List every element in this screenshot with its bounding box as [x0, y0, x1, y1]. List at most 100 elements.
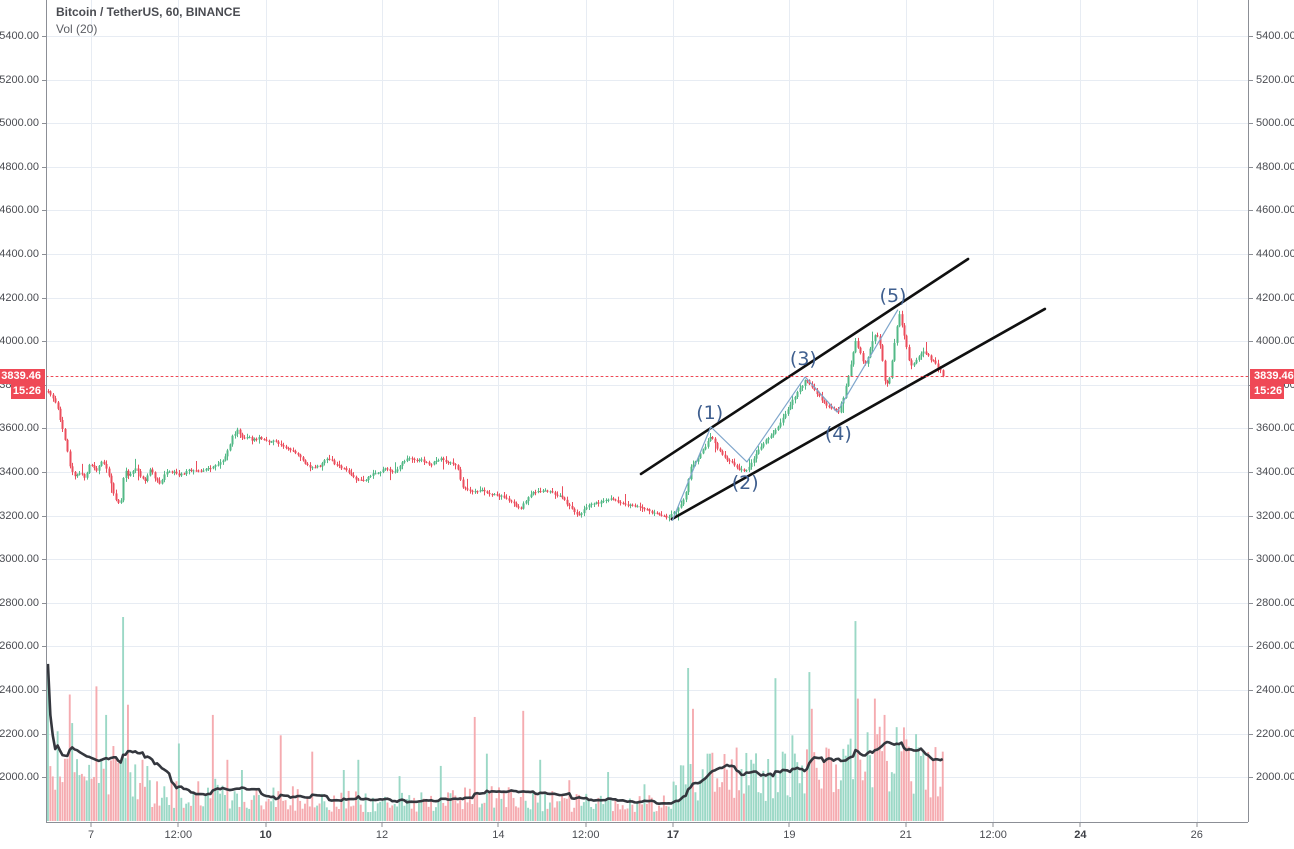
- price-tick-label: 4600.00: [1256, 204, 1294, 217]
- price-tick-mark: [1249, 341, 1253, 343]
- price-tick-mark: [42, 733, 46, 735]
- time-tick-mark: [497, 823, 499, 827]
- time-tick-mark: [992, 823, 994, 827]
- price-tick-mark: [42, 36, 46, 37]
- symbol-title[interactable]: Bitcoin / TetherUS, 60, BINANCE: [56, 5, 241, 19]
- price-tick-mark: [42, 777, 46, 779]
- time-tick-label: 7: [87, 829, 95, 841]
- price-tick-mark: [1249, 297, 1253, 299]
- last-price-label-right: 3839.46: [1250, 368, 1294, 384]
- price-tick-label: 2400.00: [1256, 684, 1294, 696]
- price-tick-label: 2200.00: [1256, 727, 1294, 740]
- price-tick-mark: [42, 79, 46, 81]
- price-tick-label: 2800.00: [1256, 596, 1294, 609]
- price-tick-mark: [1249, 690, 1253, 691]
- time-tick-label: 10: [259, 829, 272, 841]
- price-tick-label: 4800.00: [0, 160, 39, 173]
- price-tick-label: 5200.00: [1256, 73, 1294, 86]
- price-tick-mark: [1249, 777, 1253, 779]
- price-tick-label: 3200.00: [0, 509, 39, 522]
- time-tick-label: 12: [375, 829, 389, 841]
- price-tick-label: 2000.00: [1256, 771, 1294, 784]
- price-tick-mark: [42, 472, 46, 473]
- price-tick-mark: [1249, 428, 1253, 430]
- price-tick-label: 3400.00: [1256, 466, 1294, 478]
- price-tick-mark: [42, 428, 46, 430]
- price-tick-label: 4000.00: [1256, 335, 1294, 348]
- time-tick-mark: [788, 823, 790, 827]
- price-chart-canvas[interactable]: [46, 0, 1248, 822]
- price-tick-label: 4400.00: [1256, 248, 1294, 260]
- price-tick-mark: [1249, 79, 1253, 81]
- price-tick-mark: [42, 210, 46, 212]
- price-tick-mark: [1249, 123, 1253, 125]
- right-price-axis[interactable]: 3839.46 15:26 5400.00 5200.00 5000.00 4800.…: [1248, 0, 1294, 822]
- price-tick-mark: [42, 646, 46, 648]
- price-tick-mark: [42, 254, 46, 255]
- time-tick-mark: [585, 823, 587, 827]
- price-tick-mark: [42, 559, 46, 561]
- price-tick-label: 3600.00: [1256, 422, 1294, 435]
- time-tick-label: 14: [492, 829, 505, 841]
- price-tick-mark: [1249, 515, 1253, 517]
- price-tick-mark: [42, 690, 46, 691]
- left-price-axis[interactable]: 3839.46 15:26 5400.00 5200.00 5000.00 4800.…: [0, 0, 47, 822]
- price-tick-mark: [42, 602, 46, 604]
- time-tick-mark: [381, 823, 383, 827]
- price-tick-mark: [42, 166, 46, 168]
- time-tick-label: 12:00: [571, 829, 600, 841]
- time-tick-mark: [1079, 823, 1081, 827]
- time-tick-label: 26: [1190, 829, 1203, 841]
- price-tick-mark: [1249, 254, 1253, 255]
- time-tick-mark: [177, 823, 179, 827]
- time-tick-mark: [90, 823, 92, 827]
- price-tick-mark: [1249, 733, 1253, 735]
- time-tick-label: 12:00: [979, 829, 1007, 841]
- price-tick-mark: [1249, 210, 1253, 212]
- price-tick-label: 3200.00: [1256, 509, 1294, 522]
- last-price-label-left: 3839.46: [0, 368, 45, 384]
- last-time-label-right: 15:26: [1250, 383, 1284, 399]
- price-tick-label: 2600.00: [1256, 640, 1294, 653]
- price-tick-label: 2200.00: [0, 727, 39, 740]
- price-tick-label: 5200.00: [0, 73, 39, 86]
- price-tick-label: 4200.00: [1256, 291, 1294, 304]
- time-tick-label: 21: [899, 829, 912, 841]
- price-tick-label: 5000.00: [1256, 117, 1294, 130]
- chart-plot-area: Bitcoin / TetherUS, 60, BINANCE Vol (20): [46, 0, 1248, 822]
- price-tick-label: 4600.00: [0, 204, 39, 217]
- price-tick-mark: [42, 123, 46, 125]
- time-tick-mark: [1196, 823, 1198, 827]
- price-tick-label: 5400.00: [0, 30, 39, 42]
- price-tick-label: 2600.00: [0, 640, 39, 653]
- price-tick-label: 5400.00: [1256, 30, 1294, 42]
- time-axis[interactable]: 7 12:00 10 12 14 12:00 17 19 21 12:00 24 26: [46, 822, 1248, 849]
- price-tick-label: 4200.00: [0, 291, 39, 304]
- volume-indicator-label[interactable]: Vol (20): [56, 22, 98, 36]
- time-tick-mark: [905, 823, 907, 827]
- time-tick-label: 12:00: [164, 829, 193, 841]
- price-tick-mark: [42, 297, 46, 299]
- price-tick-label: 4000.00: [0, 335, 39, 348]
- chart-legend: Bitcoin / TetherUS, 60, BINANCE Vol (20): [56, 4, 240, 38]
- time-tick-label: 24: [1074, 829, 1087, 841]
- price-tick-label: 4400.00: [0, 248, 39, 260]
- price-tick-label: 3000.00: [1256, 553, 1294, 566]
- price-tick-label: 4800.00: [1256, 160, 1294, 173]
- price-tick-mark: [1249, 166, 1253, 168]
- time-tick-label: 17: [666, 829, 680, 841]
- price-tick-mark: [1249, 646, 1253, 648]
- price-tick-mark: [42, 515, 46, 517]
- price-tick-mark: [1249, 36, 1253, 37]
- price-tick-mark: [1249, 559, 1253, 561]
- price-tick-label: 5000.00: [0, 117, 39, 130]
- time-tick-mark: [265, 823, 267, 827]
- time-tick-mark: [672, 823, 674, 827]
- price-tick-label: 3600.00: [0, 422, 39, 435]
- last-time-label-left: 15:26: [11, 383, 45, 399]
- price-tick-label: 3400.00: [0, 466, 39, 478]
- price-tick-mark: [42, 341, 46, 343]
- price-tick-label: 2800.00: [0, 596, 39, 609]
- price-tick-label: 2000.00: [0, 771, 39, 784]
